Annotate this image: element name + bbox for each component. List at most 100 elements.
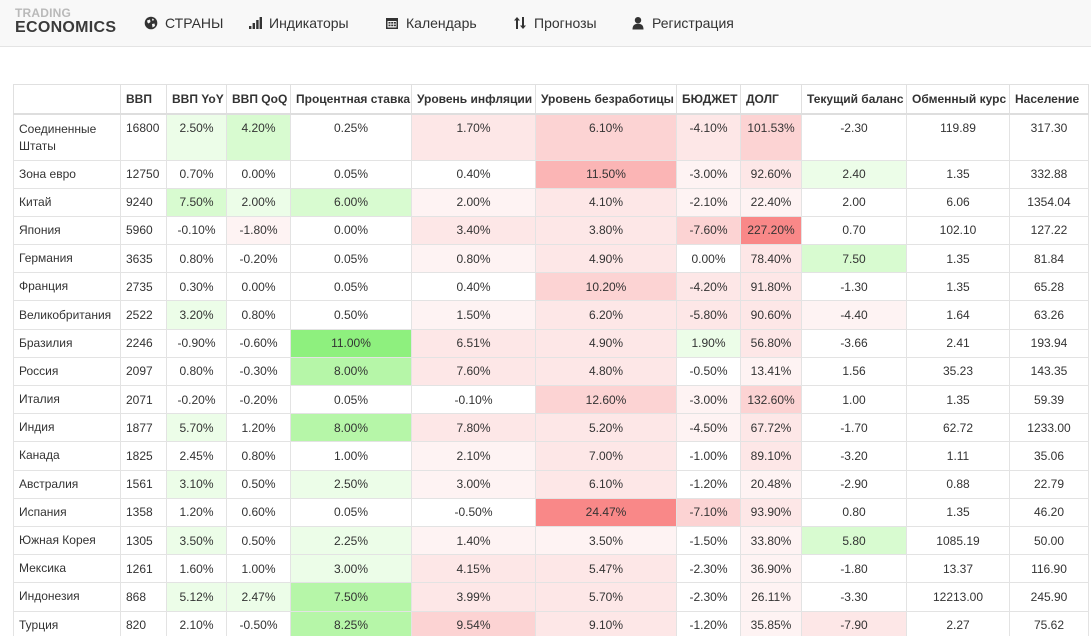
cell-gdp[interactable]: 2735 <box>120 272 167 302</box>
column-header-current-account[interactable]: Текущий баланс <box>801 84 907 115</box>
cell-exchange-rate[interactable]: 119.89 <box>906 113 1010 161</box>
cell-debt[interactable]: 56.80% <box>740 328 802 358</box>
cell-inflation-rate[interactable]: 3.40% <box>411 215 536 246</box>
cell-gdp[interactable]: 820 <box>120 610 167 636</box>
cell-debt[interactable]: 91.80% <box>740 272 802 302</box>
cell-exchange-rate[interactable]: 1.35 <box>906 272 1010 302</box>
country-name-link[interactable]: Бразилия <box>13 328 121 358</box>
cell-debt[interactable]: 78.40% <box>740 244 802 274</box>
cell-current-account[interactable]: -2.90 <box>801 469 907 499</box>
cell-population[interactable]: 116.90 <box>1009 554 1089 584</box>
cell-unemployment-rate[interactable]: 4.80% <box>535 356 677 387</box>
cell-budget[interactable]: -2.30% <box>676 582 741 612</box>
cell-inflation-rate[interactable]: 1.70% <box>411 113 536 161</box>
cell-inflation-rate[interactable]: 4.15% <box>411 554 536 584</box>
cell-population[interactable]: 245.90 <box>1009 582 1089 612</box>
cell-unemployment-rate[interactable]: 12.60% <box>535 384 677 415</box>
cell-exchange-rate[interactable]: 102.10 <box>906 215 1010 246</box>
cell-gdp-yoy[interactable]: 7.50% <box>166 187 227 217</box>
cell-debt[interactable]: 132.60% <box>740 384 802 415</box>
cell-inflation-rate[interactable]: 7.80% <box>411 413 536 443</box>
cell-exchange-rate[interactable]: 1.35 <box>906 497 1010 527</box>
country-name-link[interactable]: Великобритания <box>13 300 121 330</box>
cell-gdp-qoq[interactable]: -0.50% <box>226 610 291 636</box>
cell-budget[interactable]: -4.10% <box>676 113 741 161</box>
cell-current-account[interactable]: -1.80 <box>801 554 907 584</box>
cell-budget[interactable]: -3.00% <box>676 159 741 189</box>
cell-debt[interactable]: 35.85% <box>740 610 802 636</box>
cell-inflation-rate[interactable]: 9.54% <box>411 610 536 636</box>
cell-gdp[interactable]: 12750 <box>120 159 167 189</box>
cell-gdp-yoy[interactable]: 1.20% <box>166 497 227 527</box>
cell-gdp-qoq[interactable]: 1.00% <box>226 554 291 584</box>
cell-exchange-rate[interactable]: 0.88 <box>906 469 1010 499</box>
cell-budget[interactable]: -1.20% <box>676 610 741 636</box>
cell-gdp-qoq[interactable]: -0.30% <box>226 356 291 387</box>
cell-interest-rate[interactable]: 0.05% <box>290 384 412 415</box>
cell-current-account[interactable]: -7.90 <box>801 610 907 636</box>
cell-gdp[interactable]: 9240 <box>120 187 167 217</box>
cell-gdp-yoy[interactable]: 3.50% <box>166 525 227 556</box>
cell-budget[interactable]: -7.10% <box>676 497 741 527</box>
cell-debt[interactable]: 20.48% <box>740 469 802 499</box>
country-name-link[interactable]: Китай <box>13 187 121 217</box>
cell-budget[interactable]: -0.50% <box>676 356 741 387</box>
cell-unemployment-rate[interactable]: 5.70% <box>535 582 677 612</box>
cell-population[interactable]: 75.62 <box>1009 610 1089 636</box>
nav-countries[interactable]: СТРАНЫ <box>144 13 223 33</box>
cell-interest-rate[interactable]: 6.00% <box>290 187 412 217</box>
cell-gdp-yoy[interactable]: 0.70% <box>166 159 227 189</box>
cell-unemployment-rate[interactable]: 7.00% <box>535 441 677 471</box>
cell-unemployment-rate[interactable]: 3.80% <box>535 215 677 246</box>
cell-current-account[interactable]: -3.66 <box>801 328 907 358</box>
cell-population[interactable]: 22.79 <box>1009 469 1089 499</box>
cell-interest-rate[interactable]: 0.25% <box>290 113 412 161</box>
cell-gdp-yoy[interactable]: 3.10% <box>166 469 227 499</box>
cell-budget[interactable]: 1.90% <box>676 328 741 358</box>
cell-gdp-qoq[interactable]: 0.80% <box>226 441 291 471</box>
column-header-unemployment-rate[interactable]: Уровень безработицы <box>535 84 677 115</box>
cell-gdp-qoq[interactable]: 0.50% <box>226 469 291 499</box>
cell-interest-rate[interactable]: 0.05% <box>290 244 412 274</box>
cell-current-account[interactable]: -1.70 <box>801 413 907 443</box>
cell-inflation-rate[interactable]: 7.60% <box>411 356 536 387</box>
cell-gdp[interactable]: 1261 <box>120 554 167 584</box>
cell-population[interactable]: 59.39 <box>1009 384 1089 415</box>
cell-current-account[interactable]: -2.30 <box>801 113 907 161</box>
cell-gdp-qoq[interactable]: 2.47% <box>226 582 291 612</box>
cell-budget[interactable]: -3.00% <box>676 384 741 415</box>
country-name-link[interactable]: Индонезия <box>13 582 121 612</box>
cell-gdp-qoq[interactable]: 0.00% <box>226 159 291 189</box>
cell-exchange-rate[interactable]: 35.23 <box>906 356 1010 387</box>
cell-population[interactable]: 317.30 <box>1009 113 1089 161</box>
cell-inflation-rate[interactable]: 3.99% <box>411 582 536 612</box>
cell-population[interactable]: 1233.00 <box>1009 413 1089 443</box>
cell-exchange-rate[interactable]: 1.64 <box>906 300 1010 330</box>
trading-economics-logo[interactable]: TRADING ECONOMICS <box>15 7 116 36</box>
cell-unemployment-rate[interactable]: 9.10% <box>535 610 677 636</box>
cell-unemployment-rate[interactable]: 10.20% <box>535 272 677 302</box>
cell-gdp-yoy[interactable]: 1.60% <box>166 554 227 584</box>
cell-debt[interactable]: 67.72% <box>740 413 802 443</box>
cell-population[interactable]: 65.28 <box>1009 272 1089 302</box>
cell-interest-rate[interactable]: 1.00% <box>290 441 412 471</box>
cell-gdp[interactable]: 1825 <box>120 441 167 471</box>
cell-gdp[interactable]: 16800 <box>120 113 167 161</box>
cell-inflation-rate[interactable]: -0.50% <box>411 497 536 527</box>
country-name-link[interactable]: Испания <box>13 497 121 527</box>
cell-population[interactable]: 143.35 <box>1009 356 1089 387</box>
cell-interest-rate[interactable]: 3.00% <box>290 554 412 584</box>
cell-gdp-qoq[interactable]: 4.20% <box>226 113 291 161</box>
cell-current-account[interactable]: -3.20 <box>801 441 907 471</box>
cell-interest-rate[interactable]: 0.05% <box>290 272 412 302</box>
cell-gdp[interactable]: 868 <box>120 582 167 612</box>
cell-unemployment-rate[interactable]: 5.20% <box>535 413 677 443</box>
cell-population[interactable]: 50.00 <box>1009 525 1089 556</box>
cell-current-account[interactable]: 0.70 <box>801 215 907 246</box>
cell-exchange-rate[interactable]: 1.35 <box>906 244 1010 274</box>
cell-current-account[interactable]: -1.30 <box>801 272 907 302</box>
column-header-population[interactable]: Население <box>1009 84 1089 115</box>
cell-unemployment-rate[interactable]: 4.90% <box>535 328 677 358</box>
cell-inflation-rate[interactable]: 2.00% <box>411 187 536 217</box>
column-header-gdp-yoy[interactable]: ВВП YoY <box>166 84 227 115</box>
